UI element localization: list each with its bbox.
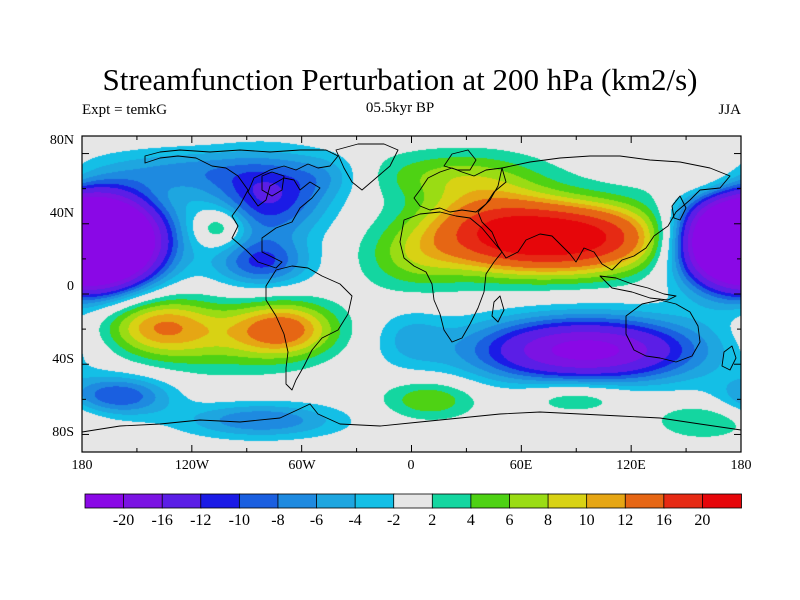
colorbar-label: 16	[644, 512, 684, 530]
colorbar-label: 20	[682, 512, 722, 530]
lon-label-180e: 180	[711, 458, 771, 474]
colorbar-swatch	[85, 494, 124, 508]
colorbar-swatch	[702, 494, 741, 508]
colorbar-label: 12	[605, 512, 645, 530]
lon-label-180w: 180	[52, 458, 112, 474]
colorbar-swatch	[124, 494, 163, 508]
colorbar-label: -12	[181, 512, 221, 530]
colorbar-label: -8	[258, 512, 298, 530]
colorbar-swatch	[587, 494, 626, 508]
colorbar-label: -4	[335, 512, 375, 530]
colorbar-label: 4	[451, 512, 491, 530]
lat-label-40n: 40N	[34, 206, 74, 222]
colorbar-label: -2	[374, 512, 414, 530]
colorbar-label: -6	[297, 512, 337, 530]
streamfunction-field	[82, 136, 741, 452]
colorbar-swatch	[201, 494, 240, 508]
lon-label-60e: 60E	[491, 458, 551, 474]
colorbar-swatch	[432, 494, 471, 508]
lon-label-60w: 60W	[272, 458, 332, 474]
colorbar-label: 2	[412, 512, 452, 530]
lat-label-40s: 40S	[34, 352, 74, 368]
colorbar-swatch	[625, 494, 664, 508]
colorbar-swatch	[355, 494, 394, 508]
colorbar-swatch	[317, 494, 356, 508]
colorbar-label: -10	[219, 512, 259, 530]
colorbar-swatch	[394, 494, 433, 508]
lat-label-80s: 80S	[34, 425, 74, 441]
colorbar-label: -20	[104, 512, 144, 530]
lat-label-0: 0	[34, 279, 74, 295]
lon-label-0: 0	[381, 458, 441, 474]
colorbar-swatch	[278, 494, 317, 508]
lat-label-80n: 80N	[34, 133, 74, 149]
colorbar-swatch	[162, 494, 201, 508]
colorbar-swatch	[664, 494, 703, 508]
colorbar-swatch	[509, 494, 548, 508]
colorbar-label: 6	[489, 512, 529, 530]
colorbar-swatch	[471, 494, 510, 508]
colorbar-swatch	[548, 494, 587, 508]
lon-label-120e: 120E	[601, 458, 661, 474]
colorbar-swatch	[239, 494, 278, 508]
colorbar-label: 10	[567, 512, 607, 530]
colorbar	[85, 494, 742, 508]
lon-label-120w: 120W	[162, 458, 222, 474]
colorbar-label: 8	[528, 512, 568, 530]
colorbar-label: -16	[142, 512, 182, 530]
